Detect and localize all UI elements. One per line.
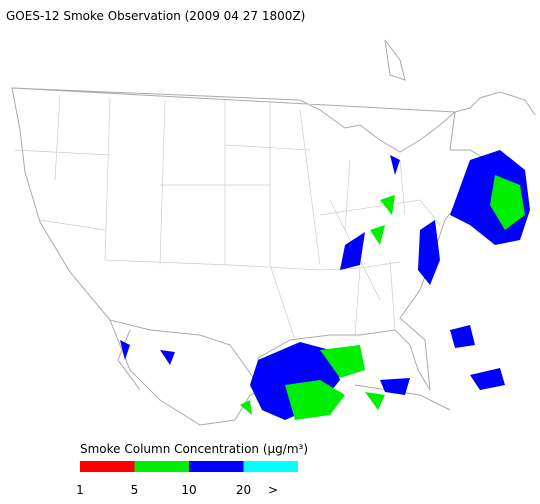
- colorbar-tick-label: 1: [76, 483, 84, 497]
- title: GOES-12 Smoke Observation (2009 04 27 18…: [6, 9, 305, 23]
- colorbar: [80, 461, 298, 472]
- colorbar-tick-label: 5: [131, 483, 139, 497]
- smoke: [120, 150, 530, 420]
- colorbar-segment: [189, 461, 244, 472]
- colorbar-segment: [134, 461, 189, 472]
- colorbar-segment: [243, 461, 298, 472]
- legend-title: Smoke Column Concentration (μg/m³): [80, 442, 308, 456]
- colorbar-tick-label: 10: [181, 483, 196, 497]
- colorbar-overflow-label: >: [268, 483, 278, 497]
- colorbar-segment: [80, 461, 135, 472]
- colorbar-tick-label: 20: [236, 483, 251, 497]
